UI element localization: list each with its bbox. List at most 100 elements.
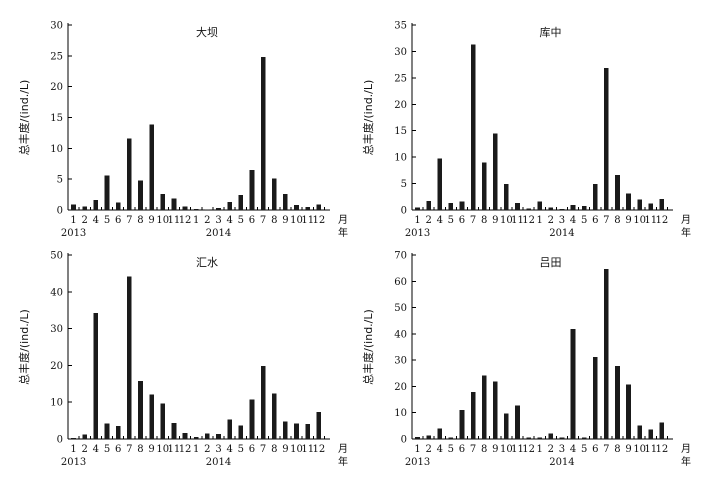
y-axis-label: 总丰度/(ind./L) xyxy=(361,309,375,385)
bar xyxy=(149,124,154,210)
y-axis-label: 总丰度/(ind./L) xyxy=(17,309,31,385)
x-unit-month: 月 xyxy=(681,214,691,226)
y-tick-label: 30 xyxy=(394,47,407,58)
x-tick-label: 12 xyxy=(179,215,192,226)
chart-title: 吕田 xyxy=(540,256,562,269)
x-tick-label: 10 xyxy=(156,215,169,226)
x-tick-label: 5 xyxy=(238,444,244,455)
y-tick-label: 15 xyxy=(394,126,407,137)
bar xyxy=(548,207,554,210)
bar xyxy=(271,393,277,439)
x-tick-label: 11 xyxy=(168,215,181,226)
bar xyxy=(659,198,665,210)
bar xyxy=(294,423,299,439)
y-tick-label: 10 xyxy=(394,153,407,164)
year-label: 2013 xyxy=(405,457,430,468)
bar xyxy=(93,200,99,210)
bar xyxy=(637,199,643,210)
x-tick-label: 5 xyxy=(104,444,110,455)
bar xyxy=(426,435,431,439)
x-tick-label: 7 xyxy=(126,444,132,455)
bar xyxy=(615,175,620,210)
y-tick-label: 10 xyxy=(50,398,63,409)
x-tick-label: 8 xyxy=(614,215,620,226)
x-tick-label: 12 xyxy=(656,444,669,455)
bar xyxy=(71,437,76,439)
x-tick-label: 12 xyxy=(522,444,535,455)
year-label: 2013 xyxy=(61,457,86,468)
x-tick-label: 3 xyxy=(215,444,221,455)
x-tick-label: 5 xyxy=(581,444,587,455)
x-tick-label: 2 xyxy=(425,215,431,226)
x-tick-label: 9 xyxy=(492,444,498,455)
bar xyxy=(104,175,110,210)
x-tick-label: 4 xyxy=(93,444,99,455)
bar xyxy=(448,437,454,439)
x-tick-label: 5 xyxy=(581,215,587,226)
bar xyxy=(459,410,465,439)
x-tick-label: 6 xyxy=(115,444,121,455)
x-tick-label: 2 xyxy=(82,215,88,226)
x-tick-label: 10 xyxy=(290,215,303,226)
bar xyxy=(415,207,420,210)
x-tick-label: 11 xyxy=(301,444,314,455)
x-tick-label: 7 xyxy=(470,215,476,226)
x-tick-label: 4 xyxy=(226,215,232,226)
bar xyxy=(437,158,443,210)
x-tick-label: 1 xyxy=(537,444,543,455)
bar xyxy=(659,422,665,439)
bar xyxy=(115,202,121,210)
bar xyxy=(537,437,543,439)
x-tick-label: 2 xyxy=(548,444,554,455)
bar xyxy=(648,429,654,439)
bar xyxy=(160,193,166,210)
bar xyxy=(205,433,210,439)
x-tick-label: 8 xyxy=(137,444,143,455)
bar xyxy=(570,329,576,439)
x-tick-label: 2 xyxy=(82,444,88,455)
x-tick-label: 4 xyxy=(93,215,99,226)
bar xyxy=(182,206,188,210)
y-axis-label: 总丰度/(ind./L) xyxy=(361,80,375,156)
bar xyxy=(626,384,631,439)
bar xyxy=(415,437,420,439)
bar xyxy=(82,434,88,439)
x-tick-label: 1 xyxy=(537,215,543,226)
bar xyxy=(160,403,166,439)
bar xyxy=(437,428,443,439)
bar xyxy=(615,366,620,439)
x-tick-label: 8 xyxy=(137,215,143,226)
x-tick-label: 8 xyxy=(614,444,620,455)
bar xyxy=(504,184,509,210)
bar xyxy=(492,381,498,439)
x-unit-month: 月 xyxy=(681,443,691,455)
bar xyxy=(283,421,288,439)
bar xyxy=(504,413,509,439)
bar xyxy=(216,434,221,439)
x-tick-label: 9 xyxy=(625,444,631,455)
x-tick-label: 12 xyxy=(312,215,325,226)
x-tick-label: 4 xyxy=(570,215,576,226)
y-tick-label: 20 xyxy=(394,100,407,111)
x-tick-label: 7 xyxy=(126,215,132,226)
x-unit-year: 年 xyxy=(681,455,691,468)
x-tick-label: 2 xyxy=(548,215,554,226)
y-tick-label: 30 xyxy=(394,356,407,367)
x-tick-label: 2 xyxy=(425,444,431,455)
y-tick-label: 10 xyxy=(50,144,63,155)
y-tick-label: 5 xyxy=(401,179,407,190)
year-label: 2014 xyxy=(549,228,574,239)
year-label: 2014 xyxy=(206,228,231,239)
bar xyxy=(126,138,132,210)
x-tick-label: 12 xyxy=(312,444,325,455)
x-tick-label: 4 xyxy=(437,215,443,226)
bar xyxy=(526,208,531,210)
y-tick-label: 20 xyxy=(50,361,63,372)
x-tick-label: 4 xyxy=(437,444,443,455)
x-tick-label: 11 xyxy=(301,215,314,226)
x-tick-label: 7 xyxy=(260,215,266,226)
bar xyxy=(548,433,554,439)
bar xyxy=(515,203,520,210)
